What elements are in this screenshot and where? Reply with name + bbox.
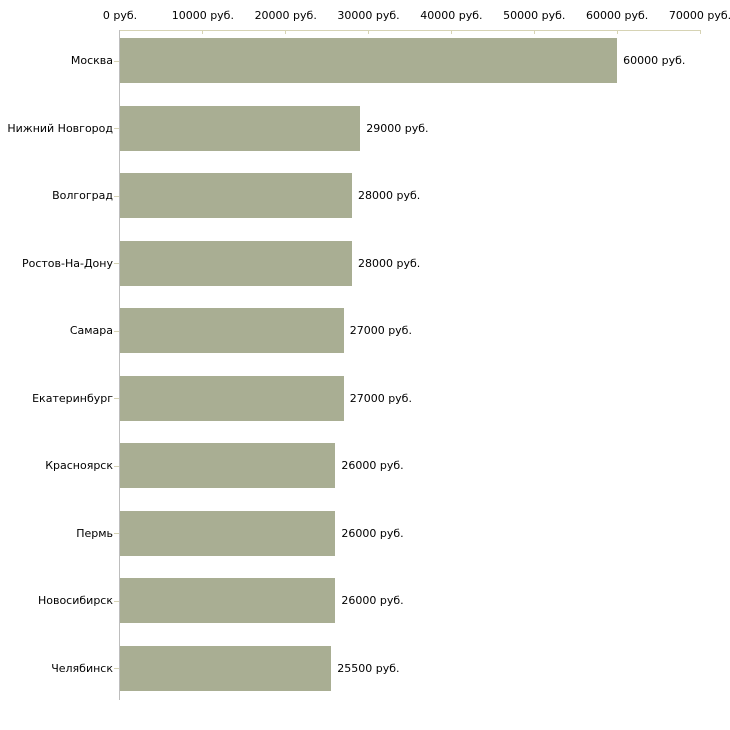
category-tick xyxy=(114,195,119,197)
x-axis-tick-label: 60000 руб. xyxy=(586,9,649,22)
x-axis-tick xyxy=(368,30,370,34)
value-label: 27000 руб. xyxy=(349,324,412,337)
bar xyxy=(120,38,618,83)
x-axis-tick xyxy=(616,30,618,34)
value-label: 26000 руб. xyxy=(341,459,404,472)
category-label: Москва xyxy=(70,54,113,67)
value-label: 28000 руб. xyxy=(358,256,421,270)
category-tick xyxy=(114,668,119,669)
y-axis-line xyxy=(119,30,120,700)
category-label: Новосибирск xyxy=(37,594,113,607)
bar xyxy=(120,173,352,218)
bar xyxy=(120,645,332,691)
bar xyxy=(120,510,336,556)
category-label: Волгоград xyxy=(52,189,113,202)
bar xyxy=(120,105,361,151)
x-axis-tick xyxy=(699,30,701,34)
x-axis-tick-label: 70000 руб. xyxy=(668,9,730,22)
bar xyxy=(120,240,352,286)
value-label: 60000 руб. xyxy=(623,54,686,67)
value-label: 29000 руб. xyxy=(366,121,429,135)
bar xyxy=(120,308,344,353)
value-label: 26000 руб. xyxy=(341,594,404,607)
bar xyxy=(120,578,336,623)
category-label: Нижний Новгород xyxy=(7,121,113,135)
x-axis-line xyxy=(120,30,700,31)
category-tick xyxy=(114,128,119,129)
category-tick xyxy=(114,263,119,264)
category-label: Самара xyxy=(69,324,113,337)
category-label: Ростов-На-Дону xyxy=(21,256,113,270)
x-axis-tick-label: 20000 руб. xyxy=(254,9,317,22)
category-label: Челябинск xyxy=(51,661,113,675)
x-axis-tick-label: 50000 руб. xyxy=(503,9,566,22)
value-label: 26000 руб. xyxy=(341,526,404,540)
category-tick xyxy=(114,465,119,467)
category-tick xyxy=(114,398,119,399)
x-axis-tick xyxy=(450,30,452,34)
x-axis-tick-label: 10000 руб. xyxy=(171,9,234,22)
x-axis-tick-label: 30000 руб. xyxy=(337,9,400,22)
bar xyxy=(120,375,344,421)
category-label: Екатеринбург xyxy=(32,391,113,405)
bar xyxy=(120,443,336,488)
value-label: 27000 руб. xyxy=(349,391,412,405)
value-label: 25500 руб. xyxy=(337,661,400,675)
x-axis-tick-label: 40000 руб. xyxy=(420,9,483,22)
value-label: 28000 руб. xyxy=(358,189,421,202)
x-axis-tick xyxy=(533,30,535,34)
category-tick xyxy=(114,60,119,62)
x-axis-tick xyxy=(202,30,204,34)
x-axis-tick xyxy=(285,30,287,34)
category-tick xyxy=(114,330,119,332)
category-tick xyxy=(114,533,119,534)
category-label: Пермь xyxy=(76,526,113,540)
category-tick xyxy=(114,600,119,602)
x-axis-tick-label: 0 руб. xyxy=(102,9,138,22)
category-label: Красноярск xyxy=(45,459,113,472)
